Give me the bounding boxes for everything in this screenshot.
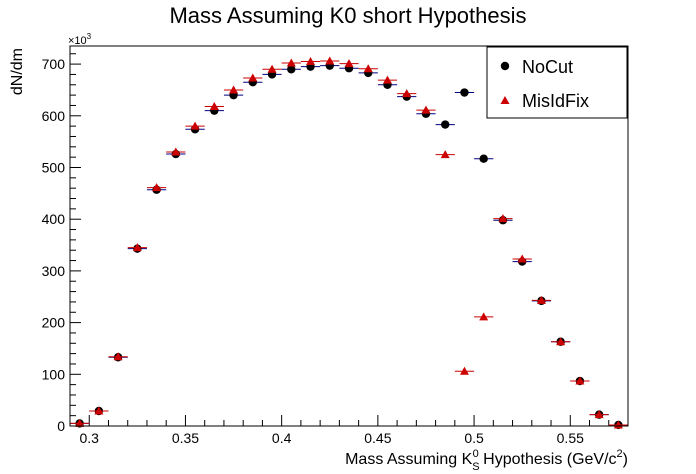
- data-point-misidfix: [536, 295, 546, 304]
- y-axis-multiplier: ×103: [68, 32, 92, 47]
- y-tick-label: 700: [42, 56, 66, 72]
- x-tick-label: 0.35: [172, 430, 199, 446]
- y-tick-label: 500: [42, 159, 66, 175]
- data-point-nocut: [287, 65, 296, 74]
- legend-label-misidfix: MisIdFix: [522, 91, 589, 111]
- data-point-misidfix: [440, 150, 450, 159]
- data-point-misidfix: [113, 352, 123, 361]
- legend: NoCut MisIdFix: [486, 46, 628, 119]
- data-point-misidfix: [556, 337, 566, 346]
- legend-marker-misidfix: [500, 96, 510, 104]
- legend-label-nocut: NoCut: [522, 57, 573, 77]
- y-tick-label: 0: [57, 418, 65, 434]
- data-point-misidfix: [421, 105, 431, 114]
- axis-ticks: 0.3 0.35 0.4 0.45 0.5 0.55 0 100 200 300 400 500 600…: [42, 53, 629, 446]
- data-point-misidfix: [209, 101, 219, 110]
- data-point-misidfix: [325, 56, 335, 65]
- chart-title: Mass Assuming K0 short Hypothesis: [169, 3, 526, 28]
- data-point-misidfix: [498, 214, 508, 223]
- data-point-misidfix: [248, 73, 258, 82]
- data-point-misidfix: [594, 410, 604, 419]
- data-markers: [70, 56, 628, 430]
- legend-marker-nocut: [500, 61, 510, 71]
- data-point-misidfix: [479, 312, 489, 321]
- x-axis-label: Mass Assuming KS0 Hypothesis (GeV/c2): [345, 448, 628, 473]
- data-point-misidfix: [152, 183, 162, 192]
- data-point-misidfix: [132, 243, 142, 252]
- data-point-misidfix: [517, 254, 527, 263]
- legend-box: [486, 46, 628, 119]
- y-tick-label: 100: [42, 366, 66, 382]
- data-point-nocut: [479, 154, 488, 163]
- data-point-nocut: [441, 120, 450, 129]
- data-point-misidfix: [171, 147, 181, 156]
- data-point-misidfix: [190, 121, 200, 130]
- data-point-misidfix: [306, 57, 316, 66]
- x-tick-label: 0.4: [272, 430, 292, 446]
- y-tick-label: 600: [42, 108, 66, 124]
- data-point-misidfix: [286, 58, 296, 67]
- y-tick-label: 200: [42, 315, 66, 331]
- data-point-misidfix: [267, 64, 277, 73]
- data-point-misidfix: [363, 64, 373, 73]
- data-point-nocut: [460, 88, 469, 97]
- data-point-misidfix: [459, 366, 469, 375]
- data-point-misidfix: [94, 406, 104, 415]
- y-tick-label: 300: [42, 263, 66, 279]
- data-point-misidfix: [382, 75, 392, 84]
- x-tick-label: 0.55: [557, 430, 584, 446]
- data-point-misidfix: [402, 89, 412, 98]
- data-point-misidfix: [575, 376, 585, 385]
- data-point-misidfix: [344, 59, 354, 68]
- x-tick-label: 0.5: [464, 430, 484, 446]
- x-tick-label: 0.45: [364, 430, 391, 446]
- data-point-misidfix: [229, 85, 239, 94]
- x-tick-label: 0.3: [80, 430, 100, 446]
- y-axis-label: dN/dm: [9, 48, 26, 95]
- data-point-misidfix: [75, 418, 85, 427]
- plot-frame: [69, 45, 629, 427]
- y-tick-label: 400: [42, 211, 66, 227]
